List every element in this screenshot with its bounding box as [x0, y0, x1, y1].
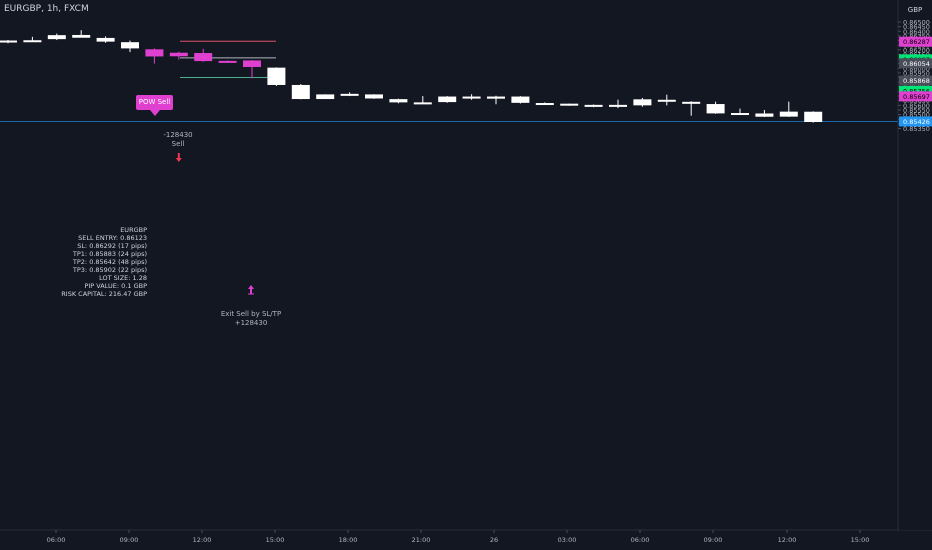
time-tick-label: 18:00: [339, 536, 358, 544]
candle-body: [145, 49, 164, 57]
candle-body: [804, 111, 823, 123]
candle-body: [779, 111, 798, 117]
candle-body: [755, 113, 774, 117]
candle-body: [584, 104, 603, 107]
candle-body: [462, 96, 481, 99]
candle-body: [609, 104, 627, 107]
stats-lot-size: LOT SIZE: 1.28: [99, 274, 147, 282]
exit-amount: +128430: [234, 319, 268, 327]
candle-body: [47, 35, 66, 40]
candle-body: [438, 96, 457, 103]
trade-stats: EURGBP SELL ENTRY: 0.86123 SL: 0.86292 (…: [60, 226, 147, 298]
candle-body: [243, 60, 261, 68]
price-tick-label: 0.86500: [903, 19, 930, 27]
price-label-badge: [899, 75, 932, 86]
price-tick-label: 0.85950: [903, 69, 930, 77]
candle-body: [340, 93, 359, 96]
stats-entry: SELL ENTRY: 0.86123: [78, 234, 147, 242]
price-tick-label: 0.86350: [903, 32, 930, 40]
time-tick-label: 03:00: [558, 536, 577, 544]
candle-body: [706, 104, 725, 114]
candle-body: [511, 96, 530, 103]
candle-body: [121, 42, 139, 49]
signal-markers: [175, 153, 254, 295]
sell-entry-arrow: [175, 153, 182, 162]
price-tick-label: 0.85600: [903, 102, 930, 110]
stats-risk-capital: RISK CAPITAL: 216.47 GBP: [61, 290, 147, 298]
price-tick-label: 0.85550: [903, 106, 930, 114]
stats-tp3: TP3: 0.85902 (22 pips): [72, 266, 147, 274]
price-label-badge: [899, 91, 932, 102]
price-label-text: 0.85426: [903, 118, 930, 126]
time-tick-label: 06:00: [631, 536, 650, 544]
price-label-badge: [899, 36, 932, 47]
currency-label: GBP: [908, 6, 922, 14]
candle-body: [535, 103, 554, 106]
price-label-text: 0.85697: [903, 93, 930, 101]
entry-annotation: -128430 Sell: [158, 131, 198, 149]
candle-body: [23, 40, 42, 43]
price-label-text: 0.86287: [903, 38, 930, 46]
exit-annotation: Exit Sell by SL/TP +128430: [216, 310, 286, 328]
candle-body: [0, 40, 17, 43]
candle-body: [96, 37, 115, 42]
candle-body: [169, 52, 188, 57]
candle-body: [316, 94, 335, 100]
stats-sl: SL: 0.86292 (17 pips): [77, 242, 147, 250]
time-tick-label: 12:00: [193, 536, 212, 544]
exit-arrow: [248, 285, 254, 294]
price-label-badge: [899, 85, 932, 96]
time-tick-label: 12:00: [778, 536, 797, 544]
symbol-title: EURGBP, 1h, FXCM: [4, 4, 89, 14]
candle-body: [413, 102, 432, 105]
price-tick-label: 0.86000: [903, 65, 930, 73]
time-tick-label: 09:00: [704, 536, 723, 544]
time-tick-label: 21:00: [412, 536, 431, 544]
stats-tp1: TP1: 0.85883 (24 pips): [72, 250, 147, 258]
entry-amount: -128430: [163, 131, 193, 139]
price-tick-label: 0.85500: [903, 111, 930, 119]
candle-body: [487, 96, 505, 99]
candles: [0, 30, 823, 123]
price-tick-label: 0.86400: [903, 28, 930, 36]
candle-body: [194, 53, 213, 62]
candle-body: [657, 99, 676, 102]
time-axis[interactable]: 06:00 09:00 12:00 15:00 18:00 21:00 26 03:00 06:…: [47, 530, 870, 544]
price-tick-label: 0.86450: [903, 23, 930, 31]
price-tick-label: 0.85350: [903, 125, 930, 133]
candle-body: [291, 84, 310, 100]
entry-side: Sell: [171, 140, 185, 148]
candle-body: [560, 103, 579, 106]
time-tick-label: 26: [490, 536, 498, 544]
stats-tp2: TP2: 0.85642 (48 pips): [72, 258, 147, 266]
price-label-text: 0.85868: [903, 77, 930, 85]
time-tick-label: 09:00: [120, 536, 139, 544]
candle-body: [218, 60, 237, 63]
candle-body: [389, 99, 408, 103]
candle-body: [731, 113, 749, 116]
candle-body: [72, 34, 91, 38]
stats-symbol: EURGBP: [120, 226, 147, 234]
price-tick-label: 0.86200: [903, 46, 930, 54]
candle-body: [682, 101, 701, 104]
time-tick-label: 15:00: [851, 536, 870, 544]
stats-pip-value: PIP VALUE: 0.1 GBP: [84, 282, 147, 290]
pow-sell-label: POW Sell: [136, 95, 173, 116]
candle-body: [365, 94, 383, 99]
candle-body: [633, 99, 652, 106]
price-label-badge: [899, 58, 932, 69]
price-label-text: 0.86054: [903, 60, 930, 68]
price-axis[interactable]: GBP0.865000.864500.864000.863500.863000.…: [898, 0, 932, 530]
price-label-badge: [899, 116, 932, 127]
exit-reason: Exit Sell by SL/TP: [220, 310, 282, 318]
candle-body: [267, 67, 286, 85]
time-tick-label: 06:00: [47, 536, 66, 544]
time-tick-label: 15:00: [266, 536, 285, 544]
